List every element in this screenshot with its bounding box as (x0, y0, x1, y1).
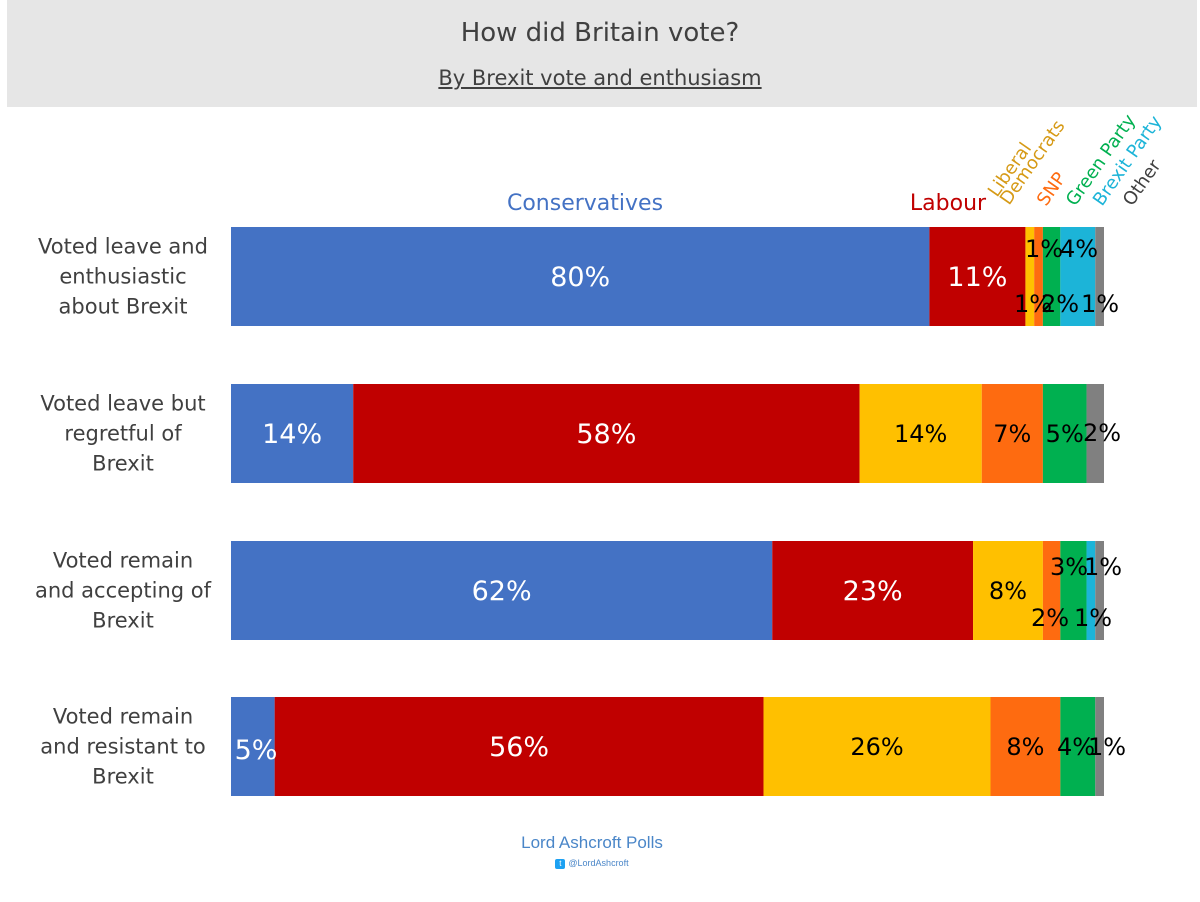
twitter-icon: t (555, 858, 566, 869)
bar-conservatives-row-3 (231, 541, 773, 640)
bar-conservatives-row-4 (231, 697, 275, 796)
bar-brexit-party-row-3 (1086, 541, 1096, 640)
data-label-snp-row-3: 2% (1031, 604, 1069, 632)
row-label-1-line-1: Voted leave and (38, 235, 208, 259)
data-label-other-row-2: 2% (1083, 419, 1121, 447)
legend-conservatives: Conservatives (507, 191, 663, 216)
bar-conservatives-row-2 (231, 384, 354, 483)
row-label-3-line-3: Brexit (92, 609, 154, 633)
legend-labour: Labour (910, 191, 987, 216)
bar-other-row-1 (1095, 227, 1104, 326)
data-label-brexit-party-row-3: 1% (1084, 553, 1122, 581)
row-label-4-line-1: Voted remain (53, 705, 193, 729)
data-label-green-party-row-2: 5% (1046, 420, 1084, 448)
bar-snp-row-2 (981, 384, 1043, 483)
data-label-green-party-row-4: 4% (1057, 733, 1095, 761)
twitter-handle[interactable]: t @LordAshcroft (0, 858, 1184, 869)
bar-liberal-democrats-row-2 (859, 384, 982, 483)
row-label-2-line-1: Voted leave but (40, 392, 205, 416)
bar-snp-row-3 (1042, 541, 1061, 640)
data-label-labour-row-4: 56% (489, 732, 549, 763)
data-label-liberal-democrats-row-1: 1% (1014, 290, 1052, 318)
bar-labour-row-4 (274, 697, 764, 796)
data-label-other-row-3: 1% (1074, 604, 1112, 632)
data-label-brexit-party-row-1: 4% (1060, 235, 1098, 263)
row-label-2-line-2: regretful of (64, 422, 182, 446)
header-banner (7, 0, 1197, 107)
bar-labour-row-3 (772, 541, 974, 640)
row-label-1-line-3: about Brexit (59, 295, 188, 319)
bar-green-party-row-1 (1042, 227, 1061, 326)
bar-other-row-4 (1095, 697, 1104, 796)
bar-conservatives-row-1 (231, 227, 930, 326)
data-label-labour-row-3: 23% (843, 576, 903, 607)
row-label-2-line-3: Brexit (92, 452, 154, 476)
data-label-conservatives-row-1: 80% (550, 262, 610, 293)
bar-other-row-3 (1095, 541, 1104, 640)
bar-snp-row-1 (1034, 227, 1043, 326)
data-label-liberal-democrats-row-3: 8% (989, 577, 1027, 605)
bar-brexit-party-row-1 (1060, 227, 1096, 326)
data-label-snp-row-4: 8% (1006, 733, 1044, 761)
data-label-snp-row-2: 7% (993, 420, 1031, 448)
data-label-labour-row-1: 11% (947, 262, 1007, 293)
bar-other-row-2 (1086, 384, 1104, 483)
data-label-conservatives-row-4: 5% (235, 735, 278, 766)
data-label-green-party-row-1: 2% (1041, 290, 1079, 318)
bar-labour-row-1 (929, 227, 1026, 326)
data-label-green-party-row-3: 3% (1050, 553, 1088, 581)
bar-green-party-row-2 (1042, 384, 1087, 483)
data-label-conservatives-row-3: 62% (472, 576, 532, 607)
twitter-handle-text: @LordAshcroft (568, 858, 629, 868)
data-label-labour-row-2: 58% (576, 419, 636, 450)
data-label-liberal-democrats-row-4: 26% (850, 733, 903, 761)
row-label-4-line-2: and resistant to (40, 735, 205, 759)
bar-liberal-democrats-row-3 (973, 541, 1043, 640)
chart-subtitle: By Brexit vote and enthusiasm (438, 66, 762, 90)
row-label-4-line-3: Brexit (92, 765, 154, 789)
data-label-other-row-1: 1% (1081, 290, 1119, 318)
chart-title: How did Britain vote? (460, 18, 740, 48)
source-label: Lord Ashcroft Polls (521, 833, 663, 852)
bar-green-party-row-4 (1060, 697, 1096, 796)
data-label-other-row-4: 1% (1088, 733, 1126, 761)
data-label-snp-row-1: 1% (1025, 235, 1063, 263)
bar-liberal-democrats-row-1 (1025, 227, 1035, 326)
row-label-3-line-2: and accepting of (35, 579, 212, 603)
bar-labour-row-2 (353, 384, 860, 483)
bar-liberal-democrats-row-4 (763, 697, 991, 796)
row-label-3-line-1: Voted remain (53, 549, 193, 573)
bar-snp-row-4 (990, 697, 1061, 796)
bar-green-party-row-3 (1060, 541, 1087, 640)
data-label-liberal-democrats-row-2: 14% (894, 420, 947, 448)
data-label-conservatives-row-2: 14% (262, 419, 322, 450)
legend-snp: SNP (1033, 168, 1071, 209)
row-label-1-line-2: enthusiastic (59, 265, 186, 289)
